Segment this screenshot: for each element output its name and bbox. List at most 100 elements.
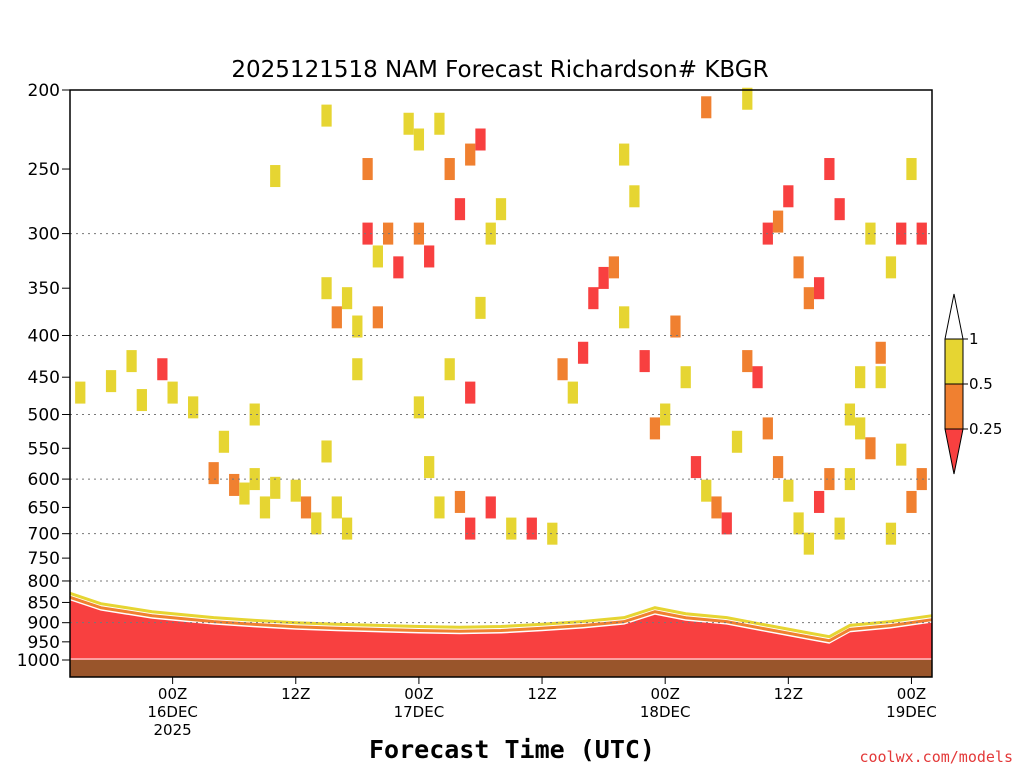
ri-cell: [855, 417, 866, 440]
x-tick-label: 00Z: [158, 685, 187, 703]
y-tick-label-950: 950: [28, 633, 60, 653]
colorbar-label-0.5: 0.5: [969, 375, 993, 393]
x-tick-label: 00Z: [897, 685, 926, 703]
ri-cell: [916, 468, 927, 491]
ri-cell: [352, 358, 363, 381]
ri-cell: [875, 341, 886, 364]
x-tick-label: 18DEC: [640, 703, 691, 721]
colorbar-label-1: 1: [969, 330, 979, 348]
y-tick-label-900: 900: [28, 614, 60, 634]
ri-cell: [608, 256, 620, 279]
x-tick-label: 2025: [154, 721, 192, 739]
ri-cell: [834, 517, 845, 540]
y-tick-label-850: 850: [28, 593, 60, 613]
ri-cell: [670, 315, 681, 338]
ri-cell: [813, 277, 825, 300]
ri-cell: [403, 112, 414, 135]
ri-cell: [352, 315, 363, 338]
ri-cell: [813, 490, 825, 513]
ri-cells-layer: [75, 87, 927, 555]
x-tick-label: 00Z: [404, 685, 433, 703]
ri-cell: [906, 490, 917, 513]
ri-cell: [413, 128, 425, 151]
ri-cell: [136, 389, 147, 412]
x-tick-label: 12Z: [281, 685, 310, 703]
x-axis-title: Forecast Time (UTC): [369, 735, 655, 764]
y-tick-label-1000: 1000: [17, 651, 60, 671]
ri-cell: [311, 512, 322, 535]
ri-cell: [762, 417, 773, 440]
ri-cell: [526, 517, 537, 540]
y-tick-label-200: 200: [28, 81, 60, 101]
ri-cell: [711, 496, 722, 519]
ri-cell: [557, 358, 568, 381]
ri-cell: [444, 158, 455, 181]
ri-cell: [772, 210, 784, 233]
colorbar-bottom-triangle: [944, 428, 964, 475]
ri-cell: [690, 456, 702, 479]
y-tick-label-350: 350: [28, 279, 60, 299]
ri-cell: [834, 198, 845, 221]
ri-cell: [290, 479, 301, 502]
y-axis-ticks: 200 250 300 350 400 450 500 550 600 650 700 750 8008…: [17, 81, 70, 671]
boundary-layer-band: [69, 591, 933, 677]
ri-cell: [916, 222, 927, 245]
ri-cell: [701, 96, 712, 119]
colorbar-bin-yellow: [944, 338, 964, 385]
y-tick-label-300: 300: [28, 225, 60, 245]
ri-cell: [465, 381, 476, 404]
ri-cell: [362, 222, 373, 245]
ri-cell: [331, 306, 342, 329]
ri-cell: [639, 350, 650, 373]
ri-cell: [844, 468, 856, 491]
ri-cell: [321, 104, 332, 127]
ri-cell: [567, 381, 578, 404]
ri-cell: [680, 366, 691, 389]
ri-cell: [126, 350, 137, 373]
ri-cell: [424, 456, 435, 479]
ri-cell: [906, 158, 917, 181]
x-tick-label: 12Z: [774, 685, 803, 703]
ri-cell: [619, 143, 630, 166]
ri-cell: [783, 479, 794, 502]
y-tick-label-650: 650: [28, 498, 60, 518]
ri-cell: [362, 158, 373, 181]
y-tick-label-400: 400: [28, 326, 60, 346]
colorbar-legend: 1 0.5 0.25: [944, 293, 1002, 475]
ri-cell: [372, 306, 383, 329]
ri-cell: [434, 496, 445, 519]
plot-frame: [69, 89, 933, 678]
ri-cell: [270, 165, 281, 188]
ri-cell: [321, 440, 332, 463]
colorbar-bin-orange: [944, 383, 964, 430]
surface-ground-strip: [70, 660, 932, 677]
pressure-gridlines: [70, 233, 932, 624]
x-tick-label: 19DEC: [886, 703, 937, 721]
ri-cell: [331, 496, 342, 519]
ri-cell: [393, 256, 404, 279]
ri-cell: [885, 522, 897, 545]
y-tick-label-250: 250: [28, 160, 60, 180]
ri-cell: [885, 256, 897, 279]
ri-cell: [865, 437, 876, 460]
ri-cell: [547, 522, 558, 545]
ri-cell: [742, 350, 753, 373]
ri-cell: [454, 198, 466, 221]
ri-cell: [865, 222, 876, 245]
ri-cell: [321, 277, 332, 300]
colorbar-top-triangle: [944, 293, 964, 340]
ri-cell: [629, 185, 640, 208]
ri-cell: [454, 490, 466, 513]
ri-cell: [588, 287, 599, 310]
ri-cell: [495, 198, 507, 221]
x-tick-label: 00Z: [651, 685, 680, 703]
ri-cell: [772, 456, 784, 479]
ri-cell: [341, 287, 353, 310]
ri-cell: [752, 366, 763, 389]
y-tick-label-550: 550: [28, 439, 60, 459]
chart-title: 2025121518 NAM Forecast Richardson# KBGR: [231, 57, 768, 83]
ri-cell: [444, 358, 455, 381]
ri-cell: [105, 370, 117, 393]
